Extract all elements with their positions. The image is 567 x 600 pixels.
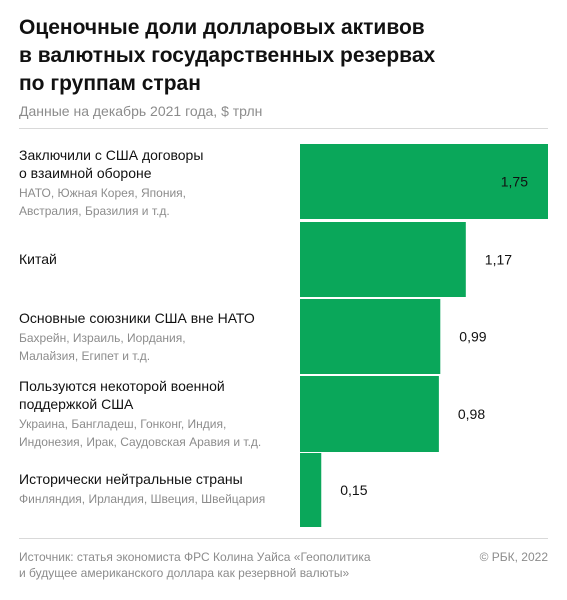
- bar: [300, 222, 466, 297]
- bar-value-label: 1,75: [501, 174, 528, 190]
- category-row-non-nato-allies: Основные союзники США вне НАТО Бахрейн, …: [19, 309, 299, 365]
- category-description: Бахрейн, Израиль, Иордания, Малайзия, Ег…: [19, 331, 186, 363]
- source-note: Источник: статья экономиста ФРС Колина У…: [19, 550, 371, 580]
- bar-value-label: 0,15: [340, 482, 367, 498]
- category-row-defense-treaty: Заключили с США договоры о взаимной обор…: [19, 146, 299, 220]
- bar-value-label: 0,99: [459, 329, 486, 345]
- top-divider: [19, 128, 548, 129]
- category-row-china: Китай: [19, 250, 299, 268]
- chart-title: Оценочные доли долларовых активов в валю…: [19, 16, 436, 95]
- category-label: Заключили с США договоры о взаимной обор…: [19, 147, 204, 181]
- bar-value-label: 0,98: [458, 406, 485, 422]
- copyright: © РБК, 2022: [479, 550, 548, 564]
- bar: [300, 299, 441, 374]
- category-description: Украина, Бангладеш, Гонконг, Индия, Индо…: [19, 417, 262, 449]
- category-label: Китай: [19, 251, 57, 267]
- bottom-divider: [19, 538, 548, 539]
- bar: [300, 376, 439, 452]
- category-row-neutral: Исторически нейтральные страны Финляндия…: [19, 470, 299, 508]
- category-description: Финляндия, Ирландия, Швеция, Швейцария: [19, 492, 266, 506]
- category-label: Основные союзники США вне НАТО: [19, 310, 255, 326]
- bar-value-label: 1,17: [485, 252, 512, 268]
- bar: [300, 144, 548, 219]
- category-description: НАТО, Южная Корея, Япония, Австралия, Бр…: [19, 186, 186, 218]
- bar: [300, 453, 322, 527]
- category-row-military-support: Пользуются некоторой военной поддержкой …: [19, 377, 299, 451]
- category-label: Исторически нейтральные страны: [19, 471, 243, 487]
- chart-subtitle: Данные на декабрь 2021 года, $ трлн: [19, 103, 263, 119]
- category-label: Пользуются некоторой военной поддержкой …: [19, 378, 225, 412]
